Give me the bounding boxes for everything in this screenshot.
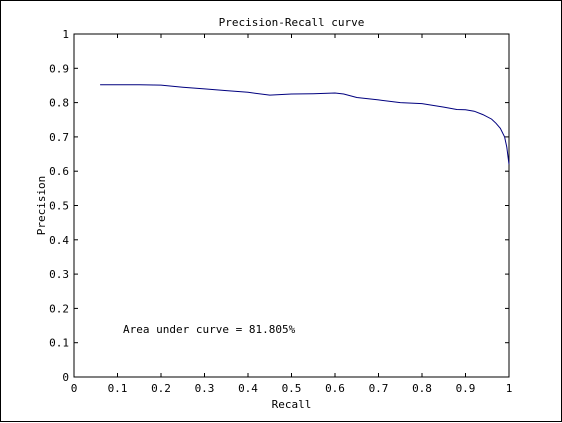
x-tick-label: 0.6 — [325, 382, 345, 395]
auc-annotation: Area under curve = 81.805% — [123, 323, 296, 336]
x-tick-label: 0.5 — [282, 382, 302, 395]
y-tick-label: 0.5 — [49, 200, 69, 213]
x-tick-label: 0.1 — [108, 382, 128, 395]
x-tick-label: 1 — [506, 382, 513, 395]
y-tick-label: 0.7 — [49, 131, 69, 144]
y-tick-label: 0.9 — [49, 62, 69, 75]
plot-area — [73, 33, 510, 378]
chart-title: Precision-Recall curve — [219, 16, 365, 29]
y-tick-label: 0.1 — [49, 337, 69, 350]
x-tick-label: 0.3 — [195, 382, 215, 395]
axis-tick-labels: 0 0.1 0.2 0.3 0.4 0.5 0.6 0.7 0.8 0.9 1 0 0.1 0.2 0.3 0… — [49, 28, 512, 395]
x-axis-label: Recall — [272, 398, 312, 411]
x-tick-label: 0.4 — [238, 382, 258, 395]
y-tick-label: 0.4 — [49, 234, 69, 247]
y-tick-label: 0.6 — [49, 165, 69, 178]
y-tick-label: 0 — [62, 371, 69, 384]
y-tick-label: 1 — [62, 28, 69, 41]
axis-ticks — [73, 33, 510, 378]
y-tick-label: 0.2 — [49, 302, 69, 315]
x-tick-label: 0 — [71, 382, 78, 395]
precision-recall-line — [100, 84, 510, 165]
y-axis-label: Precision — [35, 176, 48, 236]
y-tick-label: 0.3 — [49, 268, 69, 281]
x-tick-label: 0.7 — [369, 382, 389, 395]
series-group — [100, 84, 510, 165]
x-tick-label: 0.9 — [456, 382, 476, 395]
x-tick-label: 0.8 — [412, 382, 432, 395]
y-tick-label: 0.8 — [49, 97, 69, 110]
x-tick-label: 0.2 — [151, 382, 171, 395]
